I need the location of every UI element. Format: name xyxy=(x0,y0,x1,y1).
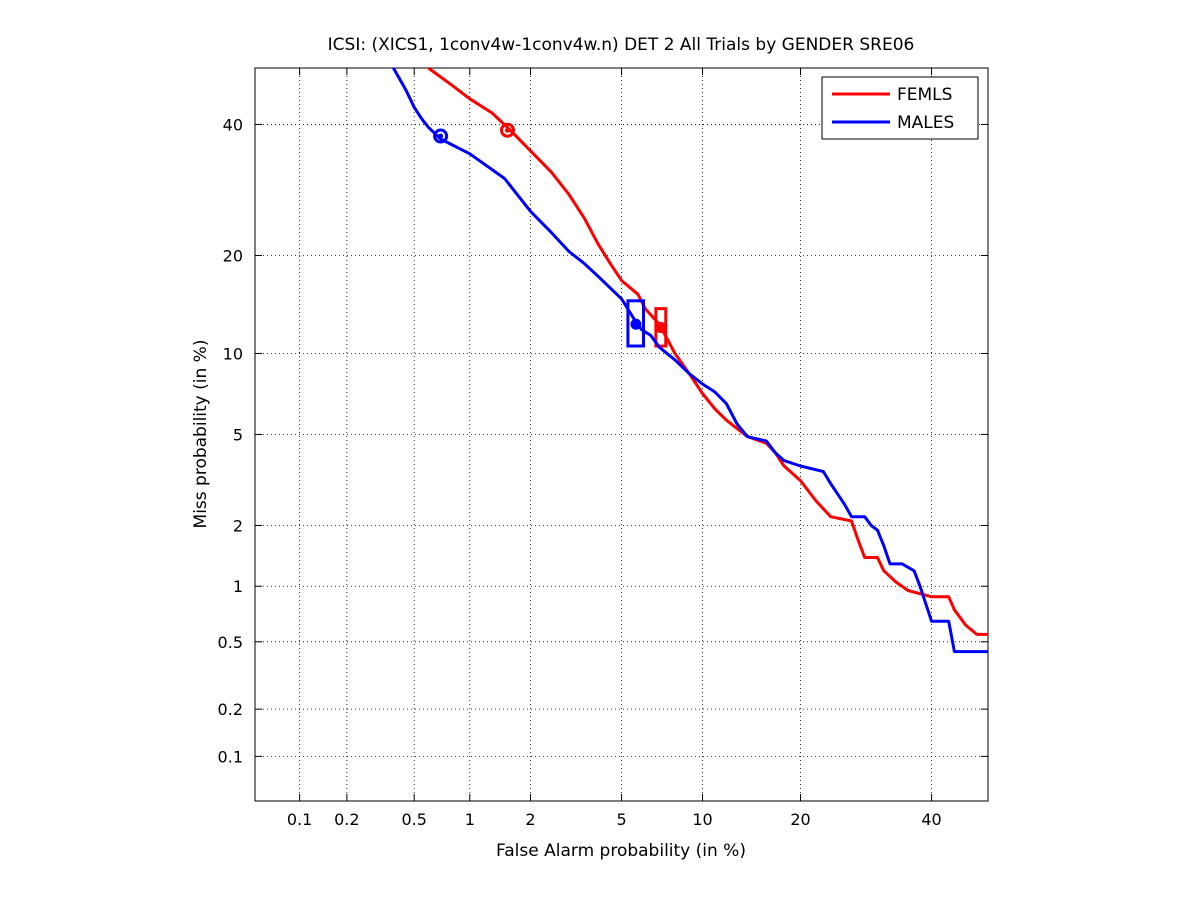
x-tick-label: 0.2 xyxy=(334,810,359,829)
x-tick-label: 2 xyxy=(525,810,535,829)
y-tick-label: 20 xyxy=(223,246,243,265)
x-tick-label: 0.1 xyxy=(287,810,312,829)
confidence-box-males xyxy=(626,299,646,348)
y-tick-label: 0.5 xyxy=(218,633,243,652)
x-tick-label: 0.5 xyxy=(401,810,426,829)
det-curve-males xyxy=(392,67,988,654)
det-curve-femls xyxy=(427,66,988,636)
actual-decision-point-femls xyxy=(655,322,667,334)
legend-label-males: MALES xyxy=(897,113,954,133)
y-tick-label: 10 xyxy=(223,344,243,363)
x-tick-label: 10 xyxy=(692,810,712,829)
min-dcf-point-femls xyxy=(499,122,515,138)
x-tick-label: 5 xyxy=(616,810,626,829)
min-dcf-dot-males xyxy=(438,133,444,139)
series-group xyxy=(392,66,988,654)
actual-decision-point-males xyxy=(630,318,642,330)
series-males xyxy=(392,67,988,654)
y-tick-label: 40 xyxy=(223,115,243,134)
x-axis-label: False Alarm probability (in %) xyxy=(496,841,746,861)
y-tick-label: 1 xyxy=(233,577,243,596)
series-femls xyxy=(427,66,988,636)
x-tick-label: 20 xyxy=(790,810,810,829)
min-dcf-dot-femls xyxy=(504,127,510,133)
y-axis-label: Miss probability (in %) xyxy=(191,340,211,529)
y-tick-label: 0.1 xyxy=(218,747,243,766)
x-tick-label: 1 xyxy=(465,810,475,829)
x-tick-label: 40 xyxy=(921,810,941,829)
y-tick-label: 0.2 xyxy=(218,700,243,719)
chart-title: ICSI: (XICS1, 1conv4w-1conv4w.n) DET 2 A… xyxy=(328,35,915,55)
legend-box xyxy=(821,76,979,140)
y-tick-label: 5 xyxy=(233,425,243,444)
legend: FEMLS MALES xyxy=(821,76,979,140)
y-tick-label: 2 xyxy=(233,516,243,535)
legend-label-femls: FEMLS xyxy=(897,85,952,105)
min-dcf-point-males xyxy=(433,128,449,144)
ticks: 0.1 0.2 0.5 1 2 5 10 20 40 0.1 0.2 0.5 1 2 5 10 20 40 xyxy=(218,68,988,829)
